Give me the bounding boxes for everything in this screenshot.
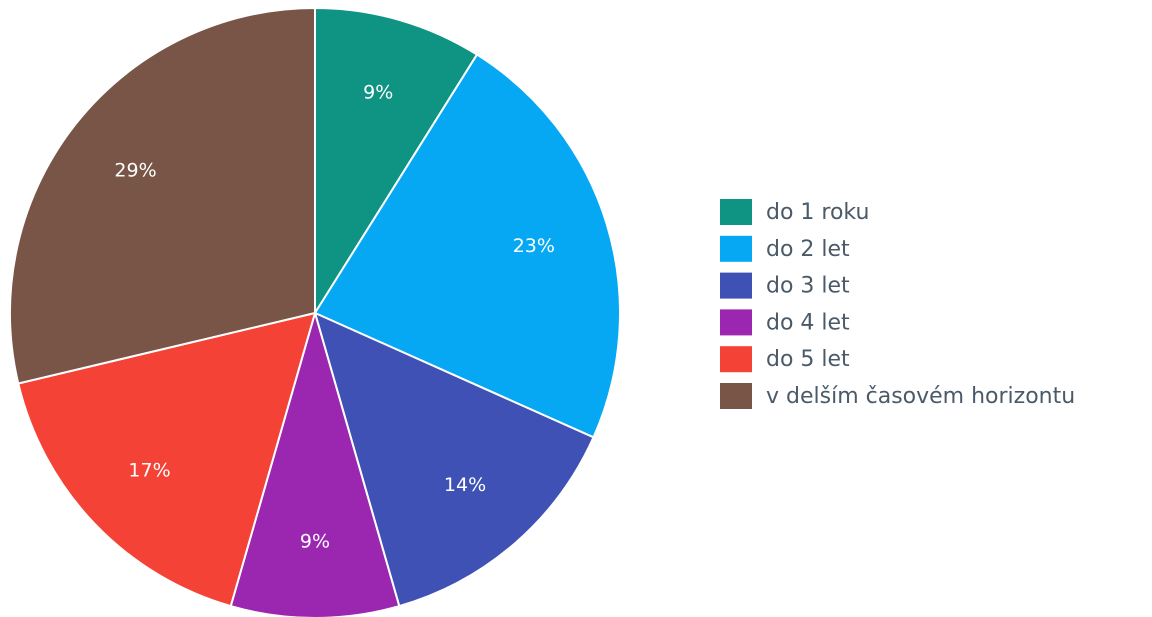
legend-label: do 2 let [766,237,850,262]
legend-label: do 5 let [766,347,850,372]
pie-slice [313,311,595,608]
slice-label: 29% [114,160,156,182]
pie-slice [17,311,317,608]
legend-swatch [720,346,752,373]
slice-label: 14% [444,474,486,496]
legend-swatch [720,383,752,409]
pie-slice [314,6,479,317]
legend-label: v delším časovém horizontu [766,384,1075,409]
slice-label: 17% [128,459,170,481]
legend-swatch [720,235,752,262]
slice-label: 9% [363,82,393,104]
legend-label: do 1 roku [766,200,869,225]
slice-label: 23% [513,235,555,257]
pie-slice [229,309,401,617]
slice-label: 9% [300,530,330,552]
pie-slice [313,53,621,439]
legend-swatch [720,309,752,336]
legend-swatch [720,199,752,225]
legend-label: do 4 let [766,310,850,335]
legend-swatch [720,272,752,299]
pie-slice [9,6,316,385]
legend-label: do 3 let [766,274,850,299]
